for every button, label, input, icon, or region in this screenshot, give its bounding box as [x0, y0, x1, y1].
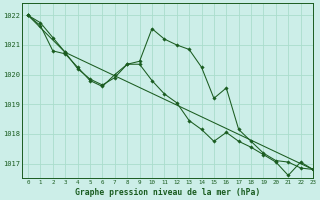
- X-axis label: Graphe pression niveau de la mer (hPa): Graphe pression niveau de la mer (hPa): [75, 188, 260, 197]
